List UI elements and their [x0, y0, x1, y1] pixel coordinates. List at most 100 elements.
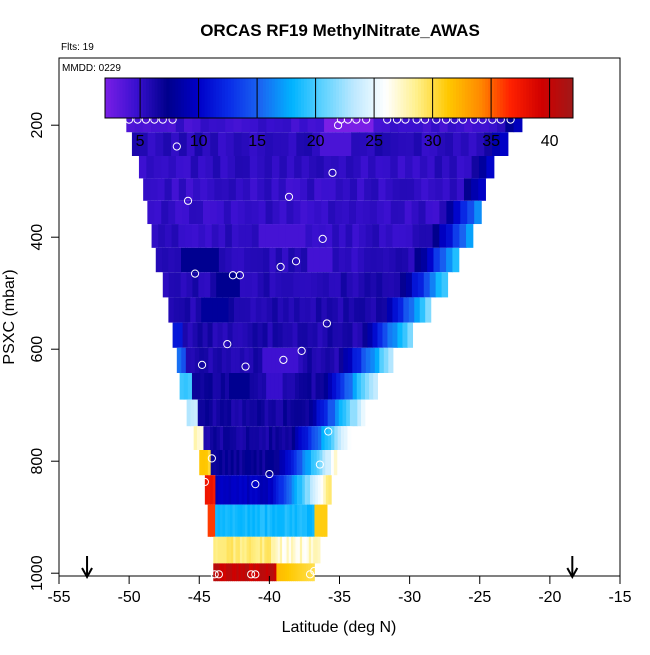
heatmap-cell — [478, 178, 486, 201]
heatmap-cell — [394, 272, 401, 298]
heatmap-cell — [199, 347, 205, 373]
heatmap-cell — [249, 110, 259, 133]
heatmap-cell — [320, 475, 324, 505]
sample-marker — [251, 480, 260, 489]
sample-marker — [334, 121, 343, 130]
heatmap-cell — [257, 178, 265, 201]
heatmap-cell — [307, 475, 311, 505]
heatmap-cell — [282, 563, 286, 582]
colorbar-cell — [233, 78, 238, 118]
heatmap-cell — [178, 132, 188, 156]
heatmap-cell — [294, 475, 298, 505]
heatmap-cell — [271, 399, 277, 427]
heatmap-cell — [147, 132, 157, 156]
heatmap-cell — [244, 200, 253, 225]
heatmap-cell — [432, 224, 440, 248]
heatmap-cell — [357, 247, 365, 273]
heatmap-cell — [270, 475, 274, 505]
heatmap-cell — [321, 200, 329, 225]
heatmap-cell — [286, 399, 292, 427]
colorbar-cell — [324, 78, 328, 118]
heatmap-cell — [328, 272, 336, 298]
heatmap-cell — [184, 297, 191, 323]
heatmap-cell — [437, 132, 446, 156]
heatmap-cell — [193, 426, 198, 450]
heatmap-cell — [158, 224, 166, 248]
heatmap-cell — [255, 297, 262, 323]
heatmap-cell — [202, 322, 209, 348]
heatmap-cell — [219, 426, 224, 450]
heatmap-cell — [186, 132, 196, 156]
heatmap-cell — [342, 178, 351, 201]
heatmap-cell — [245, 373, 251, 400]
heatmap-cell — [419, 224, 427, 248]
heatmap-cell — [404, 200, 413, 225]
heatmap-cell — [249, 426, 254, 450]
heatmap-cell — [268, 536, 272, 564]
heatmap-cell — [174, 272, 182, 298]
heatmap-cell — [312, 322, 319, 348]
heatmap-cell — [202, 200, 211, 225]
heatmap-cell — [289, 504, 293, 537]
colorbar-cell — [260, 78, 264, 118]
heatmap-cell — [359, 297, 366, 323]
colorbar-cell — [236, 78, 241, 118]
heatmap-cell — [154, 200, 162, 225]
colorbar-cell — [438, 78, 442, 118]
heatmap-cell — [338, 347, 344, 373]
heatmap-cell — [200, 110, 210, 133]
colorbar: 5 10 15 20 25 30 35 40 — [104, 77, 574, 150]
colorbar-cell — [344, 78, 349, 118]
heatmap-cell — [186, 272, 194, 298]
heatmap-cell — [446, 200, 454, 225]
heatmap-cell — [397, 156, 406, 179]
heatmap-cell — [344, 426, 349, 450]
colorbar-cell — [321, 78, 325, 118]
heatmap-cell — [213, 536, 217, 564]
heatmap-cell — [368, 156, 377, 179]
heatmap-cell — [463, 178, 472, 201]
heatmap-cell — [279, 504, 283, 537]
heatmap-cell — [310, 536, 314, 564]
heatmap-cell — [332, 297, 339, 323]
colorbar-cell — [125, 78, 129, 118]
heatmap-cell — [297, 322, 304, 348]
heatmap-cell — [307, 373, 313, 400]
heatmap-cell — [174, 247, 182, 273]
heatmap-cell — [198, 156, 207, 179]
heatmap-cell — [331, 156, 340, 179]
colorbar-cell — [426, 78, 431, 118]
heatmap-cell — [268, 426, 273, 450]
colorbar-cell — [561, 78, 565, 118]
colorbar-cell — [303, 78, 308, 118]
heatmap-cell — [342, 322, 349, 348]
colorbar-tick-label: 40 — [541, 133, 559, 150]
heatmap-cell — [395, 247, 403, 273]
heatmap-cell — [270, 563, 273, 582]
heatmap-cell — [275, 399, 280, 427]
heatmap-cell — [239, 504, 244, 537]
heatmap-cell — [204, 373, 210, 400]
heatmap-cell — [285, 426, 290, 450]
heatmap-cell — [376, 200, 385, 225]
heatmap-cell — [331, 426, 335, 450]
heatmap-cell — [196, 373, 201, 400]
heatmap-cell — [337, 322, 344, 348]
heatmap-cell — [251, 272, 259, 298]
heatmap-cell — [167, 110, 177, 133]
heatmap-cell — [319, 450, 323, 476]
heatmap-cell — [325, 450, 329, 476]
colorbar-cell — [508, 78, 513, 118]
heatmap-cell — [353, 156, 362, 179]
heatmap-cell — [223, 426, 227, 450]
heatmap-cell — [242, 450, 246, 476]
colorbar-cell — [122, 78, 126, 118]
heatmap-cell — [337, 426, 342, 450]
heatmap-cell — [212, 399, 217, 427]
colorbar-cell — [134, 78, 138, 118]
heatmap-cell — [234, 563, 238, 582]
heatmap-cell — [374, 132, 384, 156]
heatmap-cell — [259, 426, 263, 450]
heatmap-cell — [255, 563, 259, 582]
heatmap-cell — [220, 399, 225, 427]
